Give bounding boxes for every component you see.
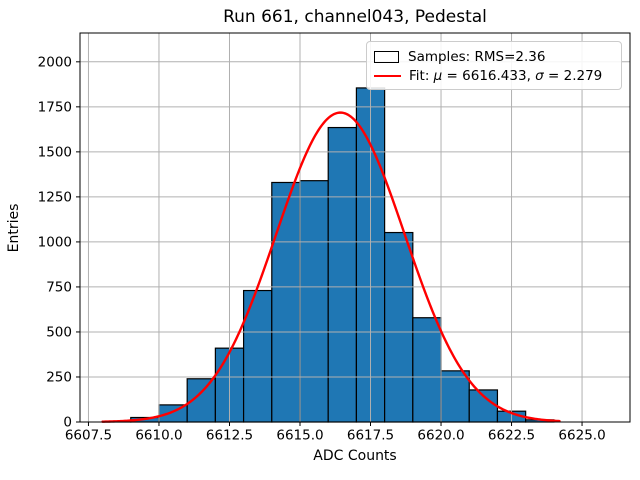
y-tick-label: 1500	[38, 145, 72, 161]
x-tick-label: 6622.5	[488, 428, 535, 444]
y-tick-label: 500	[46, 325, 72, 341]
y-tick-label: 1000	[38, 235, 72, 251]
fit-line-icon	[374, 74, 401, 77]
plot-frame	[79, 32, 631, 423]
y-tick-label: 2000	[38, 55, 72, 71]
y-tick-label: 1750	[38, 100, 72, 116]
legend: Samples: RMS=2.36 Fit: μ = 6616.433, σ =…	[366, 41, 622, 90]
histogram-bar	[440, 370, 470, 423]
histogram-bar	[384, 231, 414, 423]
y-tick-label: 1250	[38, 190, 72, 206]
x-tick-label: 6610.0	[135, 428, 182, 444]
histogram-patch-icon	[374, 50, 399, 63]
x-tick-label: 6612.5	[206, 428, 253, 444]
legend-entry-fit: Fit: μ = 6616.433, σ = 2.279	[374, 66, 613, 85]
x-tick-label: 6615.0	[276, 428, 323, 444]
y-tick-label: 0	[63, 415, 72, 431]
x-tick-label: 6617.5	[347, 428, 394, 444]
x-axis-label: ADC Counts	[313, 448, 397, 464]
histogram-bar	[412, 317, 442, 423]
y-tick-label: 750	[46, 280, 72, 296]
x-tick-label: 6620.0	[417, 428, 464, 444]
legend-entry-samples: Samples: RMS=2.36	[374, 47, 613, 66]
histogram-bar	[299, 180, 329, 423]
y-tick-label: 250	[46, 370, 72, 386]
histogram-bar	[271, 181, 301, 423]
x-tick-label: 6607.5	[65, 428, 112, 444]
chart-title: Run 661, channel043, Pedestal	[223, 7, 487, 27]
legend-samples-label: Samples: RMS=2.36	[408, 48, 546, 65]
x-tick-label: 6625.0	[558, 428, 605, 444]
legend-fit-label: Fit: μ = 6616.433, σ = 2.279	[409, 67, 603, 84]
histogram-bar	[327, 126, 358, 423]
y-axis-label: Entries	[6, 203, 22, 253]
fit-curve	[101, 111, 561, 423]
